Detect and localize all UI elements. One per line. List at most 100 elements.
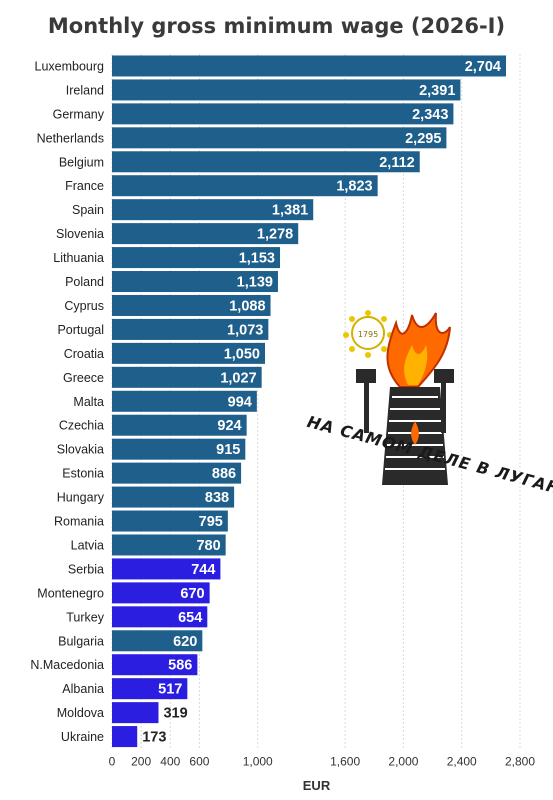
chart-title: Monthly gross minimum wage (2026-I) xyxy=(47,14,506,38)
data-label: 1,381 xyxy=(272,203,308,219)
bar xyxy=(112,390,257,412)
bar xyxy=(112,79,461,101)
category-label: Cyprus xyxy=(64,299,104,313)
category-label: Hungary xyxy=(57,491,105,505)
x-tick-label: 2,800 xyxy=(505,755,535,769)
bar xyxy=(112,366,262,388)
bar xyxy=(112,247,281,269)
category-label: N.Macedonia xyxy=(30,658,104,672)
category-label: Lithuania xyxy=(53,251,104,265)
bar xyxy=(112,294,271,316)
category-label: Bulgaria xyxy=(58,634,104,648)
bar xyxy=(112,486,235,508)
category-label: Romania xyxy=(54,515,104,529)
data-label: 994 xyxy=(228,394,252,410)
data-label: 2,295 xyxy=(405,131,441,147)
category-label: Portugal xyxy=(57,323,104,337)
bar xyxy=(112,414,247,436)
bar xyxy=(112,582,210,604)
data-label: 670 xyxy=(180,586,204,602)
x-tick-label: 600 xyxy=(189,755,209,769)
data-label: 620 xyxy=(173,634,197,650)
bar xyxy=(112,702,159,724)
category-label: Slovakia xyxy=(57,443,104,457)
data-label: 2,343 xyxy=(412,107,448,123)
x-axis-label: EUR xyxy=(302,778,331,793)
x-tick-label: 2,000 xyxy=(388,755,418,769)
category-label: Croatia xyxy=(64,347,104,361)
category-label: Poland xyxy=(65,275,104,289)
data-label: 2,391 xyxy=(419,83,455,99)
bar xyxy=(112,103,454,125)
data-label: 173 xyxy=(142,730,166,746)
category-label: France xyxy=(65,179,104,193)
stars-emblem-icon: 1795 xyxy=(343,310,393,358)
bar xyxy=(112,127,447,149)
category-label: Latvia xyxy=(71,538,104,552)
data-label: 319 xyxy=(163,706,187,722)
bar xyxy=(112,534,226,556)
category-label: Ukraine xyxy=(61,730,104,744)
category-label: Ireland xyxy=(66,83,104,97)
bar xyxy=(112,342,265,364)
category-label: Luxembourg xyxy=(35,59,105,73)
bar xyxy=(112,223,299,245)
category-label: Spain xyxy=(72,203,104,217)
bar xyxy=(112,318,269,340)
data-label: 517 xyxy=(158,682,182,698)
category-label: Greece xyxy=(63,371,104,385)
bar xyxy=(112,654,198,676)
data-label: 1,027 xyxy=(220,370,256,386)
category-label: Netherlands xyxy=(37,131,104,145)
data-label: 586 xyxy=(168,658,192,674)
category-label: Slovenia xyxy=(56,227,104,241)
data-label: 744 xyxy=(191,562,215,578)
bar xyxy=(112,438,246,460)
svg-text:1795: 1795 xyxy=(358,330,378,339)
data-label: 795 xyxy=(199,514,223,530)
category-label: Turkey xyxy=(66,610,104,624)
bar xyxy=(112,151,420,173)
data-label: 915 xyxy=(216,442,240,458)
x-tick-label: 200 xyxy=(131,755,151,769)
x-tick-label: 400 xyxy=(160,755,180,769)
bar xyxy=(112,175,378,197)
x-tick-label: 0 xyxy=(109,755,116,769)
bar xyxy=(112,462,242,484)
category-label: Serbia xyxy=(68,562,104,576)
bar xyxy=(112,630,203,652)
x-tick-label: 2,400 xyxy=(447,755,477,769)
data-label: 886 xyxy=(212,466,236,482)
x-tick-label: 1,600 xyxy=(330,755,360,769)
category-label: Moldova xyxy=(57,706,104,720)
data-label: 2,112 xyxy=(379,155,415,171)
data-label: 2,704 xyxy=(465,59,501,75)
bar xyxy=(112,510,228,532)
category-label: Albania xyxy=(62,682,104,696)
data-label: 838 xyxy=(205,490,229,506)
bar xyxy=(112,606,208,628)
category-label: Belgium xyxy=(59,155,104,169)
data-label: 1,278 xyxy=(257,227,293,243)
category-label: Germany xyxy=(53,107,105,121)
bar xyxy=(112,678,188,700)
category-label: Malta xyxy=(73,395,104,409)
bar xyxy=(112,199,314,221)
watermark-logo: 1795 xyxy=(343,310,454,485)
data-label: 1,088 xyxy=(229,298,265,314)
x-tick-label: 1,000 xyxy=(243,755,273,769)
furnace-tower-icon xyxy=(382,387,448,485)
data-label: 1,139 xyxy=(237,275,273,291)
data-label: 654 xyxy=(178,610,202,626)
hammers-icon xyxy=(356,369,454,433)
data-label: 1,050 xyxy=(224,346,260,362)
data-label: 780 xyxy=(196,538,220,554)
bar xyxy=(112,55,507,77)
bar xyxy=(112,271,278,293)
flame-icon xyxy=(386,312,451,388)
bar xyxy=(112,726,138,748)
data-label: 1,153 xyxy=(239,251,275,267)
bar xyxy=(112,558,221,580)
